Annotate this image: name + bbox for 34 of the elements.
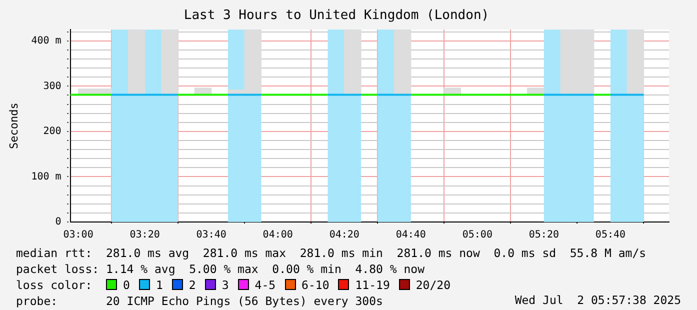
y-tick-label: 400 m xyxy=(31,36,62,47)
text: median rtt: 281.0 ms avg 281.0 ms max 281.0 ms min 281.0 ms now 0.0 ms sd 55.8 M am/s xyxy=(16,245,646,261)
bar xyxy=(394,30,412,96)
x-tick-label: 03:40 xyxy=(196,230,226,241)
chart-title: Last 3 Hours to United Kingdom (London) xyxy=(184,8,490,24)
x-tick-label: 05:20 xyxy=(528,230,559,241)
text: Wed Jul 2 05:57:38 2025 xyxy=(514,293,681,307)
legend-label: 0 xyxy=(122,278,130,292)
legend-label: 3 xyxy=(220,278,229,292)
legend-title: loss color: xyxy=(16,278,94,292)
bar xyxy=(344,30,362,96)
x-tick-label: 05:40 xyxy=(595,230,626,241)
y-tick-label: 300 xyxy=(43,80,62,92)
text: packet loss: 1.14 % avg 5.00 % max 0.00 % min 4.80 % now xyxy=(16,261,426,277)
x-tick-label: 03:20 xyxy=(130,230,160,241)
x-tick-label: 04:00 xyxy=(262,230,293,241)
y-tick-label: 0 xyxy=(55,216,62,228)
y-tick-label: 200 xyxy=(43,126,62,138)
x-tick-label: 03:00 xyxy=(63,230,94,241)
legend-label: 20/20 xyxy=(414,278,450,292)
x-tick-label: 04:20 xyxy=(329,230,360,241)
legend-label: 1 xyxy=(154,278,163,292)
legend-label: 4-5 xyxy=(254,278,276,292)
text: probe: 20 ICMP Echo Pings (56 Bytes) every 300s xyxy=(16,294,383,308)
legend-label: 6-10 xyxy=(300,278,330,292)
bar xyxy=(161,30,178,96)
legend-label: 2 xyxy=(188,278,196,292)
x-tick-label: 05:00 xyxy=(462,230,492,241)
bar xyxy=(128,30,146,96)
legend-label: 11-19 xyxy=(354,278,390,292)
bar xyxy=(626,30,644,96)
y-axis-title: Seconds xyxy=(7,102,20,149)
x-tick-label: 04:40 xyxy=(396,230,426,241)
y-tick-label: 100 m xyxy=(31,171,62,182)
